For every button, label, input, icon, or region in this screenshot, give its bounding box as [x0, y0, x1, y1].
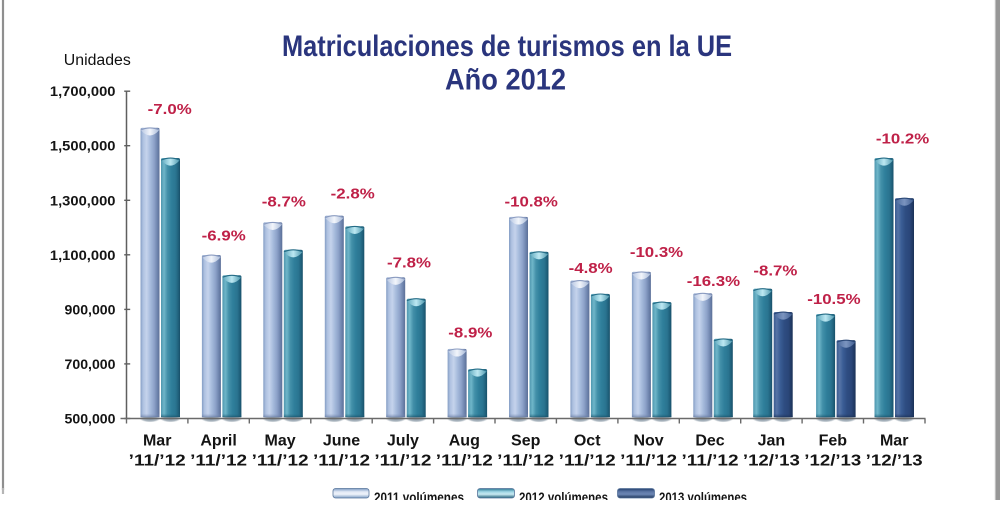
svg-text:’11/’12: ’11/’12: [190, 453, 247, 470]
svg-text:’11/’12: ’11/’12: [374, 453, 431, 470]
svg-text:1,100,000: 1,100,000: [50, 248, 116, 263]
svg-text:-8.9%: -8.9%: [448, 325, 492, 342]
svg-text:’11/’12: ’11/’12: [620, 453, 677, 470]
svg-text:May: May: [265, 433, 296, 450]
svg-text:June: June: [323, 433, 360, 450]
svg-text:Mar: Mar: [880, 433, 908, 450]
svg-text:-6.9%: -6.9%: [202, 228, 246, 245]
svg-text:-4.8%: -4.8%: [569, 260, 613, 277]
svg-text:’12/’13: ’12/’13: [743, 453, 800, 470]
svg-text:1,300,000: 1,300,000: [50, 193, 116, 208]
svg-text:1,500,000: 1,500,000: [50, 139, 116, 154]
svg-text:-8.7%: -8.7%: [753, 262, 797, 279]
svg-text:’12/’13: ’12/’13: [866, 453, 923, 470]
svg-text:Oct: Oct: [574, 433, 601, 450]
svg-text:’11/’12: ’11/’12: [313, 453, 370, 470]
svg-text:-10.2%: -10.2%: [876, 130, 929, 147]
svg-text:Mar: Mar: [143, 433, 171, 450]
svg-text:500,000: 500,000: [65, 412, 116, 427]
svg-text:’11/’12: ’11/’12: [436, 453, 493, 470]
svg-text:-8.7%: -8.7%: [262, 193, 306, 210]
svg-text:2012 volúmenes: 2012 volúmenes: [519, 490, 608, 500]
svg-text:2013 volúmenes: 2013 volúmenes: [659, 490, 747, 500]
svg-text:1,700,000: 1,700,000: [50, 84, 116, 99]
svg-text:Jan: Jan: [758, 433, 786, 450]
svg-text:’11/’12: ’11/’12: [682, 453, 739, 470]
svg-text:’12/’13: ’12/’13: [804, 453, 861, 470]
svg-text:’11/’12: ’11/’12: [497, 453, 554, 470]
svg-text:Sep: Sep: [511, 433, 541, 450]
svg-text:700,000: 700,000: [65, 357, 116, 372]
svg-text:’11/’12: ’11/’12: [559, 453, 616, 470]
svg-text:-7.8%: -7.8%: [387, 254, 431, 271]
svg-text:Feb: Feb: [819, 433, 848, 450]
svg-text:900,000: 900,000: [65, 302, 116, 317]
svg-text:Nov: Nov: [633, 433, 663, 450]
svg-text:-7.0%: -7.0%: [148, 101, 192, 118]
svg-text:Matriculaciones de turismos en: Matriculaciones de turismos en la UE: [282, 30, 732, 63]
svg-text:-2.8%: -2.8%: [331, 185, 375, 202]
svg-text:2011 volúmenes: 2011 volúmenes: [374, 490, 464, 500]
svg-text:Año 2012: Año 2012: [445, 64, 566, 97]
svg-text:Dec: Dec: [695, 433, 724, 450]
svg-text:’11/’12: ’11/’12: [129, 453, 186, 470]
svg-text:-10.8%: -10.8%: [505, 194, 558, 211]
svg-text:April: April: [200, 433, 236, 450]
svg-text:’11/’12: ’11/’12: [252, 453, 309, 470]
svg-text:-10.3%: -10.3%: [630, 244, 683, 261]
svg-text:July: July: [387, 433, 419, 450]
svg-text:-10.5%: -10.5%: [807, 291, 860, 308]
svg-text:Unidades: Unidades: [64, 52, 131, 69]
svg-text:Aug: Aug: [449, 433, 480, 450]
svg-text:-16.3%: -16.3%: [687, 273, 740, 290]
